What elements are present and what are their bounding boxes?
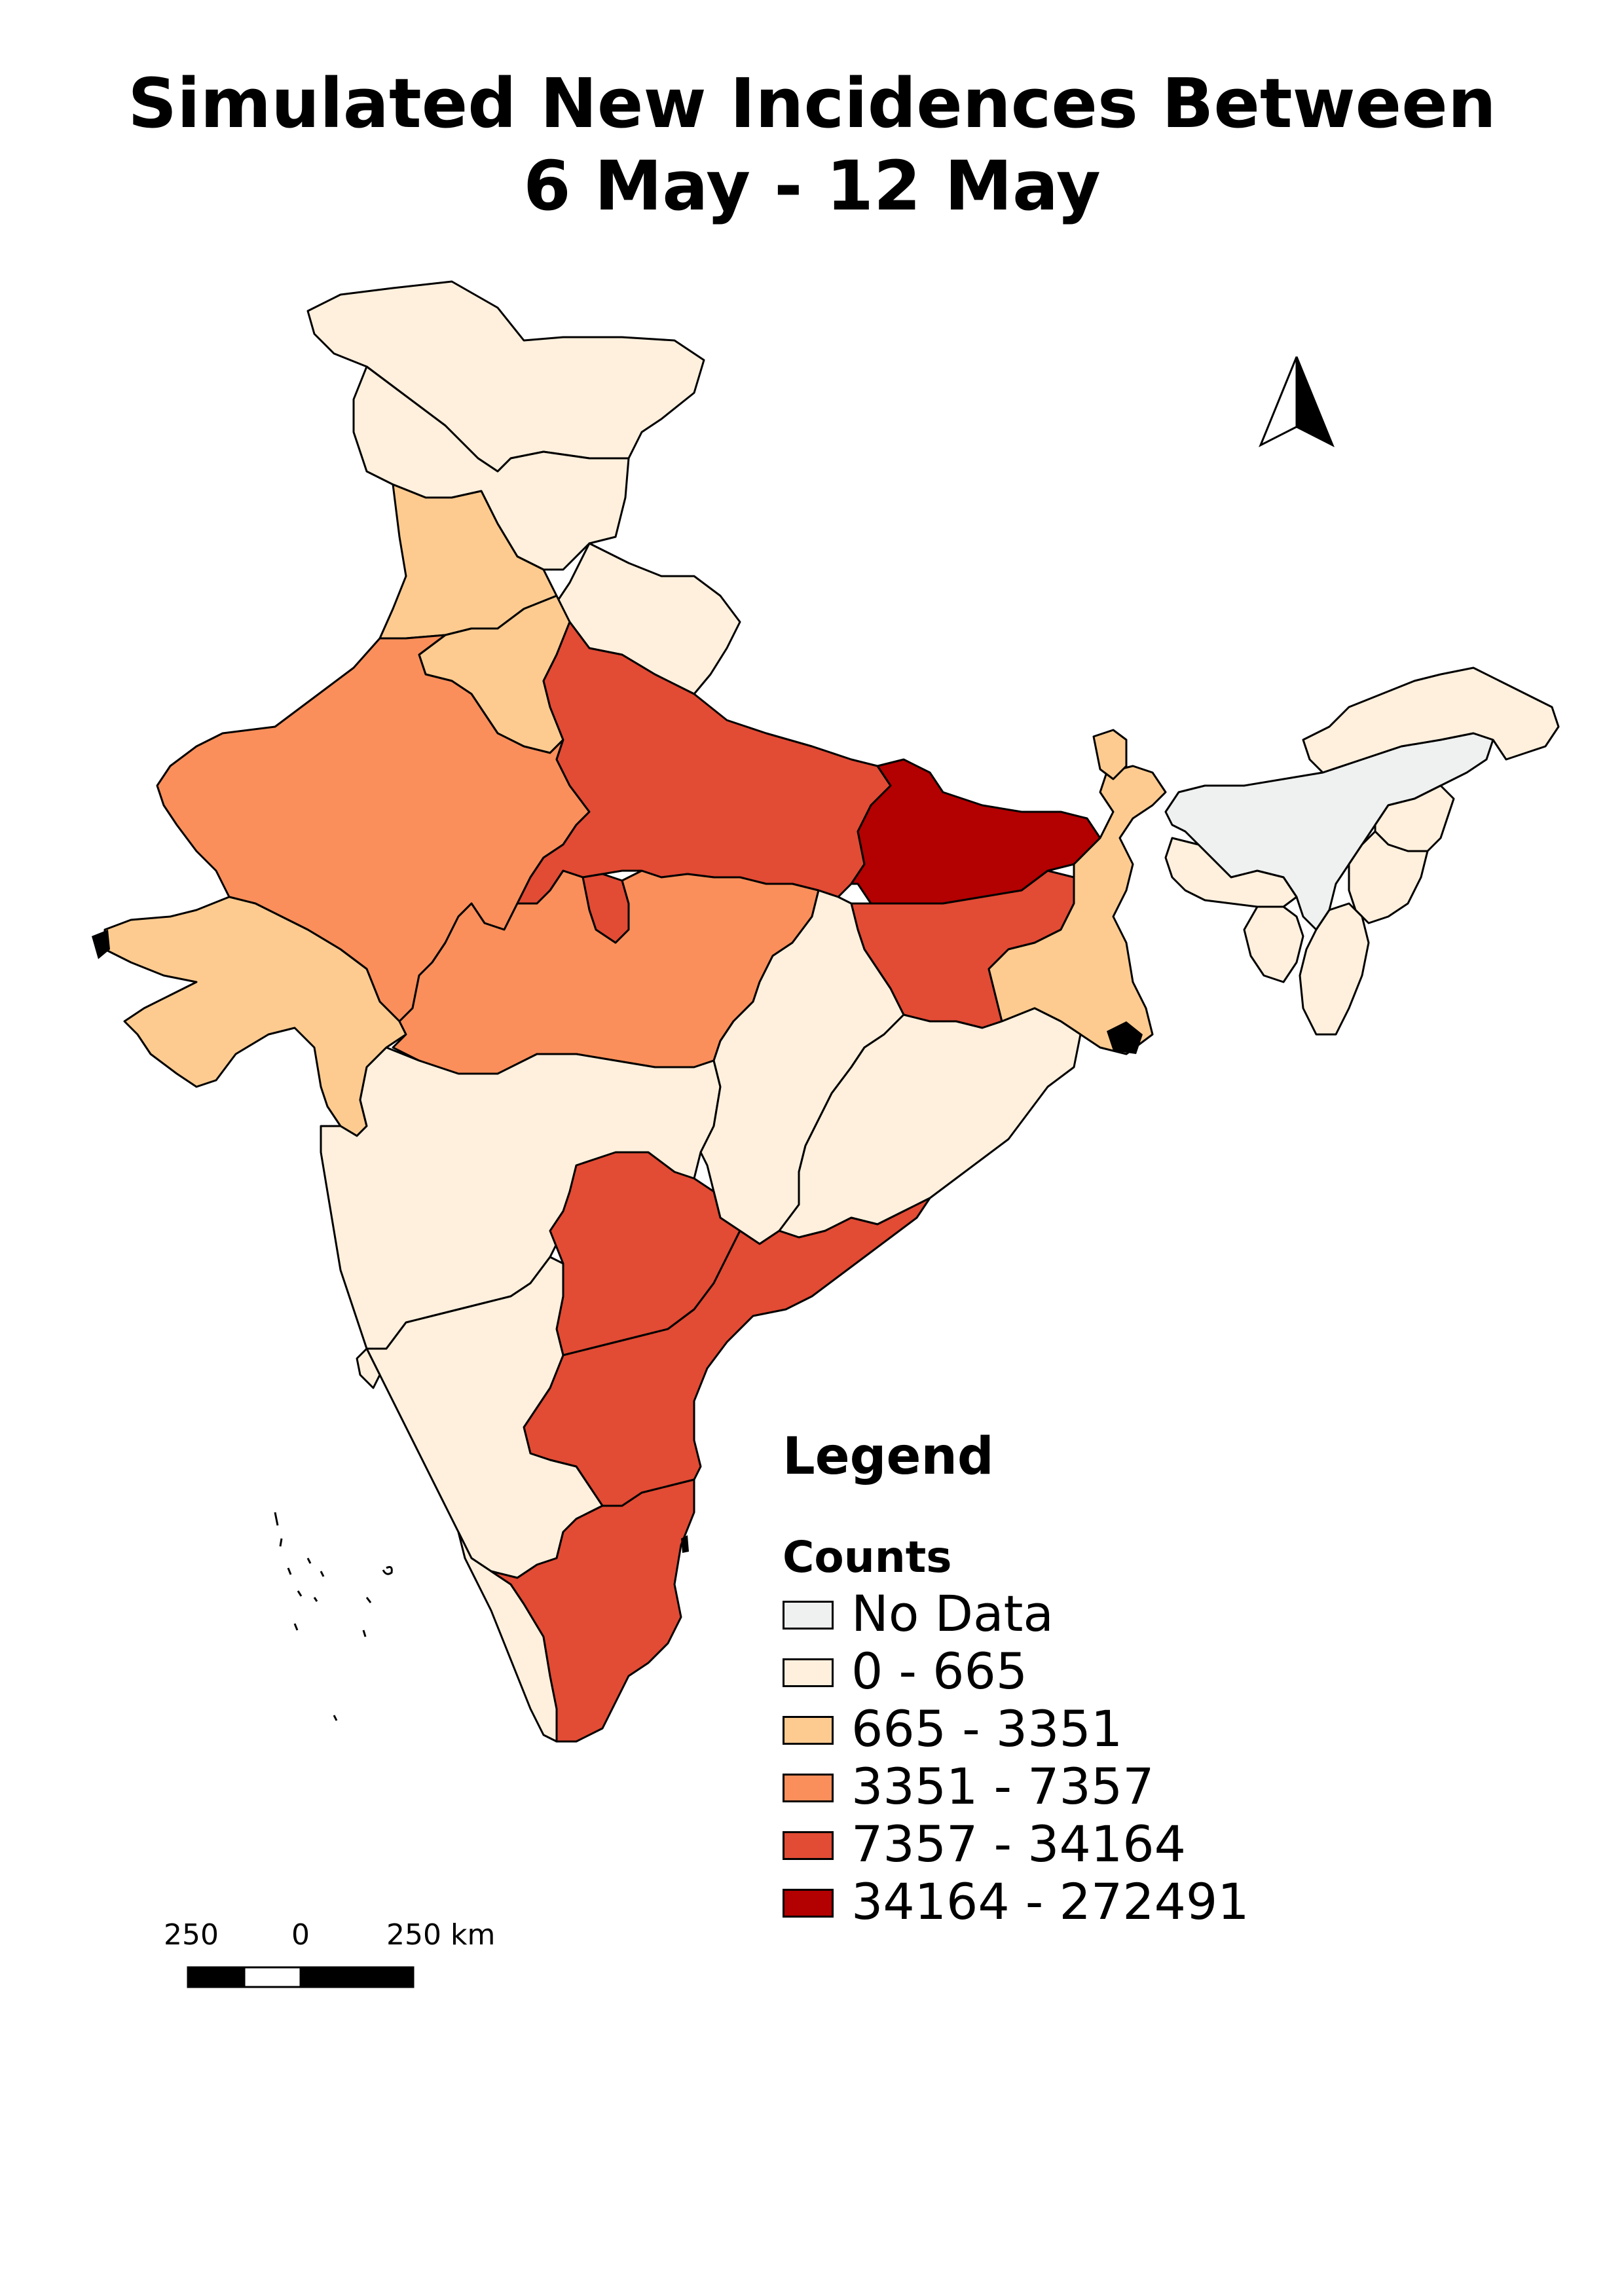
scale-label: 250 km bbox=[386, 1918, 496, 1952]
coastline-detail bbox=[92, 930, 1143, 1553]
scale-bar-graphic bbox=[187, 1966, 415, 1988]
scale-label: 250 bbox=[164, 1918, 219, 1952]
scale-label: 0 bbox=[291, 1918, 310, 1952]
region-goa bbox=[356, 1347, 381, 1389]
legend-label: No Data bbox=[851, 1584, 1054, 1643]
region-tamil-nadu bbox=[490, 1478, 695, 1743]
legend-swatch bbox=[783, 1774, 834, 1802]
map-title: Simulated New Incidences Between 6 May -… bbox=[0, 62, 1624, 227]
legend-subtitle: Counts bbox=[783, 1532, 952, 1582]
legend-swatch bbox=[783, 1889, 834, 1918]
region-gujarat bbox=[103, 896, 407, 1137]
map-title-line-1: Simulated New Incidences Between bbox=[128, 64, 1496, 143]
region-sikkim bbox=[1092, 729, 1128, 780]
region-karnataka bbox=[365, 1256, 604, 1579]
legend-label: 0 - 665 bbox=[851, 1642, 1028, 1700]
region-nagaland bbox=[1374, 784, 1455, 852]
region-arunachal-pradesh bbox=[1302, 666, 1560, 774]
lakshadweep-islands bbox=[274, 1512, 393, 1721]
legend-swatch bbox=[783, 1601, 834, 1630]
legend-swatch bbox=[783, 1658, 834, 1687]
legend-swatch bbox=[783, 1716, 834, 1745]
legend-label: 665 - 3351 bbox=[851, 1700, 1123, 1758]
map-title-line-2: 6 May - 12 May bbox=[523, 146, 1101, 226]
region-tripura bbox=[1243, 905, 1304, 983]
legend-label: 34164 - 272491 bbox=[851, 1872, 1249, 1931]
legend-label: 3351 - 7357 bbox=[851, 1757, 1154, 1815]
region-mizoram bbox=[1299, 902, 1370, 1036]
north-arrow-icon bbox=[1259, 356, 1335, 448]
legend-swatch bbox=[783, 1831, 834, 1860]
legend-label: 7357 - 34164 bbox=[851, 1815, 1186, 1873]
legend-title: Legend bbox=[783, 1427, 994, 1486]
